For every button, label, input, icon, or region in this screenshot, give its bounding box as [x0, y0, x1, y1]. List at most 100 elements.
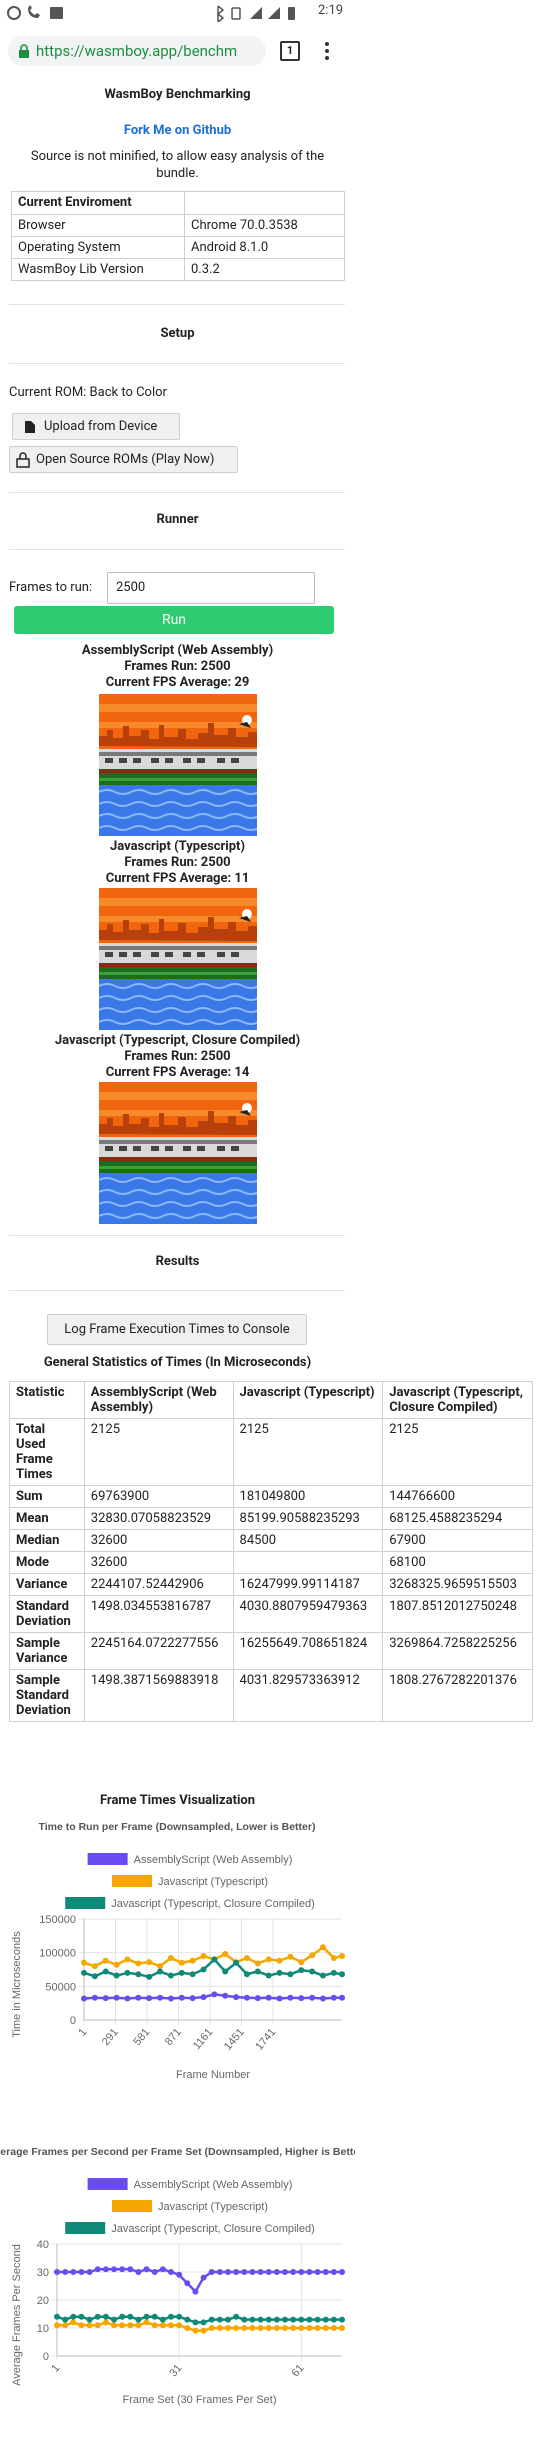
- note: Source is not minified, to allow easy an…: [30, 149, 325, 181]
- address-bar[interactable]: https://wasmboy.app/benchm: [8, 36, 266, 66]
- data-point: [113, 1972, 120, 1979]
- data-point: [216, 2316, 223, 2323]
- data-point: [86, 2269, 93, 2275]
- game-image: [99, 1082, 257, 1224]
- upload-button[interactable]: Upload from Device: [12, 413, 180, 440]
- data-point: [330, 2325, 337, 2331]
- open-source-button[interactable]: Open Source ROMs (Play Now): [9, 446, 238, 473]
- run-fps: Current FPS Average: 29: [105, 675, 250, 690]
- data-point: [200, 2319, 207, 2326]
- run-name: Javascript (Typescript, Closure Compiled…: [54, 1033, 301, 1048]
- data-point: [159, 2266, 166, 2273]
- table-cell: 84500: [232, 1529, 384, 1552]
- y-tick-label: 0: [43, 2351, 49, 2363]
- table-cell: Median: [9, 1529, 85, 1552]
- data-point: [62, 2322, 69, 2329]
- data-point: [62, 2269, 69, 2275]
- data-point: [176, 2271, 183, 2278]
- data-point: [298, 2325, 305, 2331]
- data-point: [257, 2316, 264, 2323]
- frames-input[interactable]: 2500: [107, 572, 315, 604]
- table-cell: 2125: [382, 1418, 533, 1486]
- menu-button[interactable]: [322, 40, 332, 62]
- data-point: [309, 1994, 316, 2001]
- table-cell: Total Used Frame Times: [9, 1418, 85, 1486]
- table-row: Standard Deviation 1498.034553816787 4030.…: [9, 1595, 533, 1633]
- data-point: [102, 1957, 109, 1964]
- data-point: [339, 1953, 345, 1960]
- data-point: [249, 2316, 256, 2323]
- data-point: [102, 2319, 109, 2326]
- data-point: [208, 2316, 215, 2323]
- log-button[interactable]: Log Frame Execution Times to Console: [47, 1314, 307, 1345]
- table-cell: 1807.8512012750248: [382, 1595, 533, 1633]
- data-point: [151, 2269, 158, 2275]
- data-point: [192, 2319, 199, 2326]
- table-cell: 16247999.99114187: [232, 1573, 384, 1596]
- run-button[interactable]: Run: [14, 606, 334, 634]
- data-point: [146, 1959, 153, 1966]
- table-cell: 1498.3871569883918: [83, 1669, 234, 1722]
- button-label: Open Source ROMs (Play Now): [36, 452, 215, 467]
- github-link[interactable]: Fork Me on Github: [123, 123, 232, 138]
- table-cell: 2125: [232, 1418, 384, 1486]
- data-point: [276, 1995, 283, 2002]
- file-icon: [25, 420, 35, 433]
- viz-title: Frame Times Visualization: [99, 1793, 256, 1808]
- table-cell: 32600: [83, 1551, 234, 1574]
- game-image: [99, 888, 257, 1030]
- table-cell: Sample Standard Deviation: [9, 1669, 85, 1722]
- x-tick-label: 1: [49, 2362, 62, 2374]
- data-point: [314, 2316, 321, 2323]
- data-point: [225, 2269, 231, 2275]
- data-point: [309, 1952, 316, 1959]
- data-point: [309, 1968, 316, 1975]
- table-cell: 67900: [382, 1529, 533, 1552]
- divider: [9, 492, 345, 493]
- data-point: [276, 1969, 283, 1976]
- legend-label: AssemblyScript (Web Assembly): [134, 2179, 293, 2191]
- data-point: [287, 1994, 294, 2001]
- data-point: [225, 2325, 231, 2331]
- run-name: AssemblyScript (Web Assembly): [81, 643, 274, 658]
- data-point: [249, 2325, 256, 2331]
- data-point: [200, 1966, 207, 1973]
- data-point: [290, 2316, 297, 2323]
- y-tick-label: 50000: [45, 1981, 76, 1993]
- data-point: [287, 1971, 294, 1978]
- chart: Time to Run per Frame (Downsampled, Lowe…: [11, 1821, 345, 2081]
- data-point: [176, 2313, 183, 2320]
- data-point: [233, 2313, 240, 2320]
- x-tick-label: 31: [167, 2362, 184, 2379]
- divider: [9, 1290, 345, 1291]
- data-point: [91, 1963, 98, 1970]
- run-result: AssemblyScript (Web Assembly) Frames Run:…: [0, 643, 355, 691]
- data-point: [70, 2269, 77, 2275]
- table-header: Statistic: [9, 1381, 85, 1419]
- data-point: [233, 1959, 240, 1966]
- data-point: [282, 2325, 288, 2331]
- data-point: [192, 2288, 199, 2295]
- data-point: [168, 2313, 174, 2320]
- table-cell: 85199.90588235293: [232, 1507, 384, 1530]
- data-point: [290, 2269, 297, 2275]
- data-point: [222, 1951, 229, 1958]
- x-tick-label: 291: [100, 2026, 121, 2048]
- data-point: [282, 2269, 288, 2275]
- tab-count[interactable]: 1: [280, 41, 300, 61]
- section-heading: Setup: [160, 326, 195, 341]
- run-name: Javascript (Typescript): [109, 839, 246, 854]
- table-row: Sample Standard Deviation 1498.3871569883…: [9, 1669, 533, 1722]
- data-point: [94, 2322, 101, 2329]
- data-point: [124, 1995, 131, 2002]
- data-point: [265, 2325, 272, 2331]
- table-row: Sum 69763900 181049800 144766600: [9, 1485, 533, 1508]
- data-point: [330, 1969, 337, 1976]
- table-cell: 4031.829573363912: [232, 1669, 384, 1722]
- y-tick-label: 20: [37, 2295, 49, 2307]
- data-point: [208, 2269, 215, 2275]
- game-screen: [99, 694, 257, 836]
- y-axis-label: Average Frames Per Second: [11, 2244, 23, 2386]
- data-point: [298, 1995, 305, 2002]
